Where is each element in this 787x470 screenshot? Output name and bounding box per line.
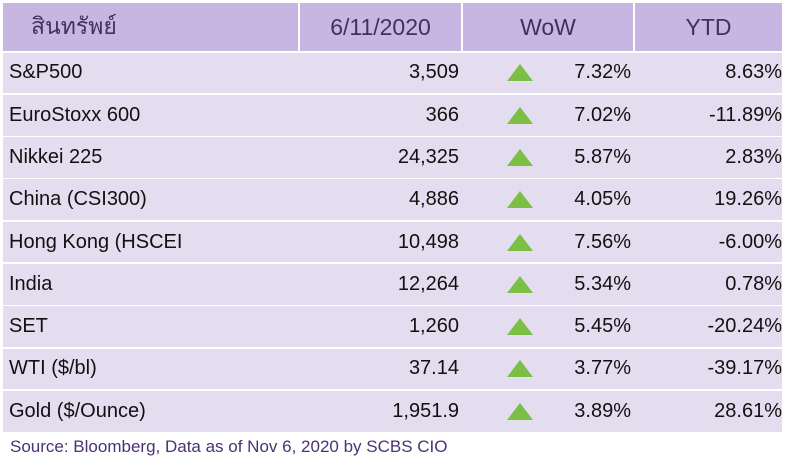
table-row: S&P500 3,509 7.32% 8.63%: [3, 52, 782, 94]
up-triangle-icon: [507, 318, 533, 336]
asset-name: China (CSI300): [9, 188, 147, 211]
asset-name: S&P500: [9, 61, 83, 84]
table-row: Nikkei 225 24,325 5.87% 2.83%: [3, 137, 782, 178]
up-triangle-icon: [507, 275, 533, 293]
asset-name: Nikkei 225: [9, 145, 103, 168]
asset-name: Gold ($/Ounce): [9, 399, 146, 422]
wow-change: 7.32%: [574, 61, 631, 84]
asset-value: 4,886: [408, 188, 459, 211]
asset-value: 37.14: [408, 357, 459, 380]
asset-name: SET: [9, 315, 48, 338]
table-row: EuroStoxx 600 366 7.02% -11.89%: [3, 94, 782, 136]
up-triangle-icon: [507, 64, 533, 82]
asset-name: India: [9, 272, 53, 295]
ytd-change: 8.63%: [725, 61, 782, 84]
table-row: China (CSI300) 4,886 4.05% 19.26%: [3, 179, 782, 221]
table-row: WTI ($/bl) 37.14 3.77% -39.17%: [3, 348, 783, 390]
ytd-change: 28.61%: [714, 399, 782, 422]
asset-value: 1,951.9: [392, 399, 459, 422]
asset-name: EuroStoxx 600: [9, 103, 141, 126]
up-triangle-icon: [507, 233, 533, 251]
ytd-change: -11.89%: [708, 103, 782, 126]
asset-performance-table: สินทรัพย์ 6/11/2020 WoW YTD S&P500 3,509…: [3, 3, 782, 432]
table-row: Gold ($/Ounce) 1,951.9 3.89% 28.61%: [3, 390, 782, 432]
asset-name: WTI ($/bl): [9, 357, 97, 380]
up-triangle-icon: [507, 148, 533, 166]
ytd-change: -6.00%: [718, 230, 782, 253]
asset-value: 366: [425, 103, 459, 126]
ytd-change: -20.24%: [707, 315, 783, 338]
ytd-change: -39.17%: [707, 357, 783, 380]
header-asset: สินทรัพย์: [3, 3, 300, 51]
ytd-change: 2.83%: [725, 145, 782, 168]
table-row: SET 1,260 5.45% -20.24%: [3, 306, 783, 348]
table-header: สินทรัพย์ 6/11/2020 WoW YTD: [3, 3, 782, 51]
up-triangle-icon: [507, 191, 533, 209]
header-wow: WoW: [463, 3, 635, 51]
wow-change: 5.45%: [574, 315, 631, 338]
asset-name: Hong Kong (HSCEI: [9, 230, 183, 253]
header-date: 6/11/2020: [300, 3, 463, 51]
wow-change: 5.34%: [574, 272, 631, 295]
asset-value: 1,260: [408, 315, 459, 338]
table-row: Hong Kong (HSCEI 10,498 7.56% -6.00%: [3, 221, 782, 263]
ytd-change: 0.78%: [725, 272, 782, 295]
wow-change: 3.89%: [574, 399, 631, 422]
wow-change: 4.05%: [574, 188, 631, 211]
asset-value: 3,509: [408, 61, 459, 84]
wow-change: 5.87%: [574, 145, 631, 168]
header-ytd: YTD: [685, 13, 732, 40]
up-triangle-icon: [507, 402, 533, 420]
wow-change: 7.02%: [574, 103, 631, 126]
source-note: Source: Bloomberg, Data as of Nov 6, 202…: [10, 437, 448, 456]
asset-value: 10,498: [397, 230, 459, 253]
asset-value: 24,325: [397, 145, 459, 168]
up-triangle-icon: [507, 360, 533, 378]
wow-change: 3.77%: [574, 357, 631, 380]
asset-value: 12,264: [397, 272, 459, 295]
ytd-change: 19.26%: [714, 188, 782, 211]
up-triangle-icon: [507, 106, 533, 124]
wow-change: 7.56%: [574, 230, 631, 253]
table-row: India 12,264 5.34% 0.78%: [3, 263, 782, 305]
